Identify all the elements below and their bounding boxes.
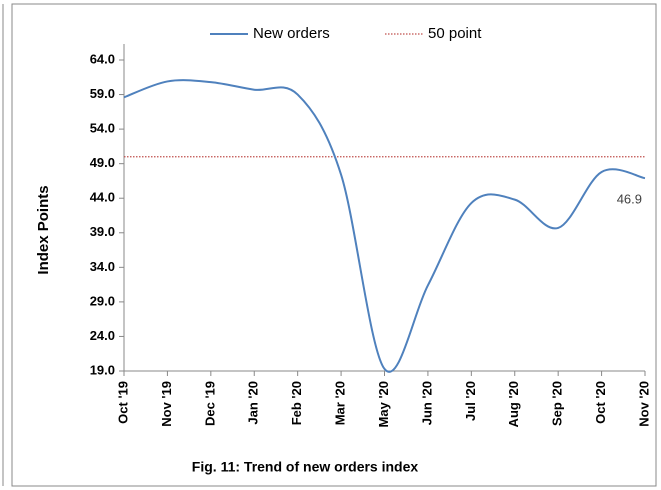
y-tick-label: 44.0 [90, 190, 115, 205]
x-tick-label: Nov '19 [159, 381, 174, 427]
x-tick-label: Jun '20 [419, 381, 434, 425]
y-tick-label: 54.0 [90, 121, 115, 136]
y-tick-label: 24.0 [90, 328, 115, 343]
y-tick-label: 19.0 [90, 362, 115, 377]
frame [11, 3, 657, 487]
y-tick-label: 39.0 [90, 224, 115, 239]
x-tick-label: Oct '19 [115, 381, 130, 424]
y-tick-label: 34.0 [90, 259, 115, 274]
x-tick-label: Mar '20 [333, 381, 348, 425]
x-tick-label: May '20 [376, 381, 391, 427]
caption: Fig. 11: Trend of new orders index [192, 459, 419, 475]
y-tick-label: 59.0 [90, 86, 115, 101]
series-line [123, 79, 646, 373]
x-tick-label: Jul '20 [463, 381, 478, 421]
x-tick-label: Aug '20 [506, 381, 521, 427]
data-label: 46.9 [617, 192, 642, 207]
x-tick-label: Jan '20 [246, 381, 261, 425]
y-tick-label: 29.0 [90, 293, 115, 308]
legend-label: New orders [253, 25, 330, 42]
x-tick-label: Oct '20 [593, 381, 608, 424]
x-tick-label: Sep '20 [550, 381, 565, 426]
y-axis-title: Index Points [35, 185, 52, 274]
x-tick-label: Nov '20 [636, 381, 651, 427]
y-tick-label: 49.0 [90, 155, 115, 170]
y-tick-label: 64.0 [90, 51, 115, 66]
x-tick-label: Feb '20 [289, 381, 304, 425]
legend-label: 50 point [428, 25, 482, 42]
x-tick-label: Dec '19 [202, 381, 217, 426]
